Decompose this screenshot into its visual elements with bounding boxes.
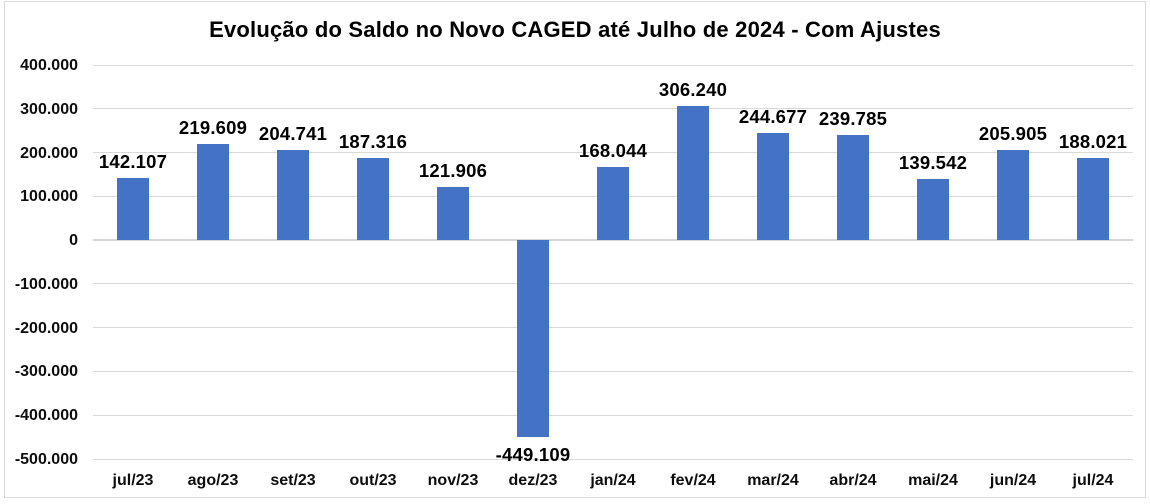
chart-title: Evolução do Saldo no Novo CAGED até Julh… <box>209 17 941 42</box>
y-tick-label: 400.000 <box>20 57 78 74</box>
gridline <box>93 64 1133 66</box>
gridline <box>93 283 1133 285</box>
bar <box>997 149 1029 241</box>
x-tick-label: dez/23 <box>508 472 558 489</box>
bar-value-label: 204.741 <box>258 123 328 145</box>
y-tick-label: -100.000 <box>14 275 78 293</box>
bar <box>1077 157 1109 241</box>
bar <box>597 166 629 241</box>
bar <box>117 177 149 241</box>
chart-frame <box>4 1 1146 498</box>
bar-value-label: 187.316 <box>338 131 408 153</box>
y-tick-label: 300.000 <box>20 100 78 118</box>
bar-value-label: 306.240 <box>658 79 728 101</box>
x-tick-label: fev/24 <box>670 472 716 489</box>
bar <box>197 143 229 241</box>
gridline <box>93 370 1133 372</box>
x-tick-label: nov/23 <box>427 472 479 489</box>
x-tick-label: jul/23 <box>112 472 154 489</box>
x-tick-label: mai/24 <box>908 472 958 489</box>
y-tick-label: 100.000 <box>20 188 78 206</box>
gridline <box>93 327 1133 329</box>
bar <box>277 150 309 241</box>
y-tick-label: 0 <box>69 232 78 250</box>
x-tick-label: ago/23 <box>187 472 239 489</box>
x-tick-label: out/23 <box>349 472 397 489</box>
bar-value-label: 121.906 <box>418 159 488 181</box>
x-tick-label: jun/24 <box>989 472 1037 489</box>
bar-value-label: 239.785 <box>818 108 888 130</box>
bar-value-label: 142.107 <box>98 150 168 172</box>
gridline <box>93 458 1133 460</box>
gridline <box>93 152 1133 154</box>
bar <box>757 132 789 241</box>
y-tick-label: 200.000 <box>20 144 78 162</box>
bar-value-label: 244.677 <box>738 105 808 127</box>
bar <box>437 186 469 241</box>
bar <box>837 135 869 241</box>
bar-value-label: 205.905 <box>978 122 1048 144</box>
x-axis-line <box>93 239 1133 242</box>
gridline <box>93 108 1133 110</box>
bar <box>357 158 389 241</box>
x-tick-label: abr/24 <box>829 472 877 489</box>
y-tick-label: -500.000 <box>14 451 78 468</box>
gridline <box>93 414 1133 416</box>
bar-value-label: -449.109 <box>495 443 571 465</box>
y-tick-label: -400.000 <box>14 407 78 425</box>
bar <box>917 179 949 241</box>
y-tick-label: -200.000 <box>14 319 78 337</box>
x-tick-label: jul/24 <box>1072 472 1114 489</box>
x-tick-label: set/23 <box>270 472 316 489</box>
bar-value-label: 188.021 <box>1058 130 1128 152</box>
x-tick-label: mar/24 <box>747 472 799 489</box>
bar-value-label: 139.542 <box>898 152 968 174</box>
bar <box>677 106 709 241</box>
bar <box>517 240 549 437</box>
bar-value-label: 168.044 <box>578 139 648 161</box>
bar-value-label: 219.609 <box>178 116 248 138</box>
x-tick-label: jan/24 <box>590 472 636 489</box>
y-tick-label: -300.000 <box>14 363 78 381</box>
